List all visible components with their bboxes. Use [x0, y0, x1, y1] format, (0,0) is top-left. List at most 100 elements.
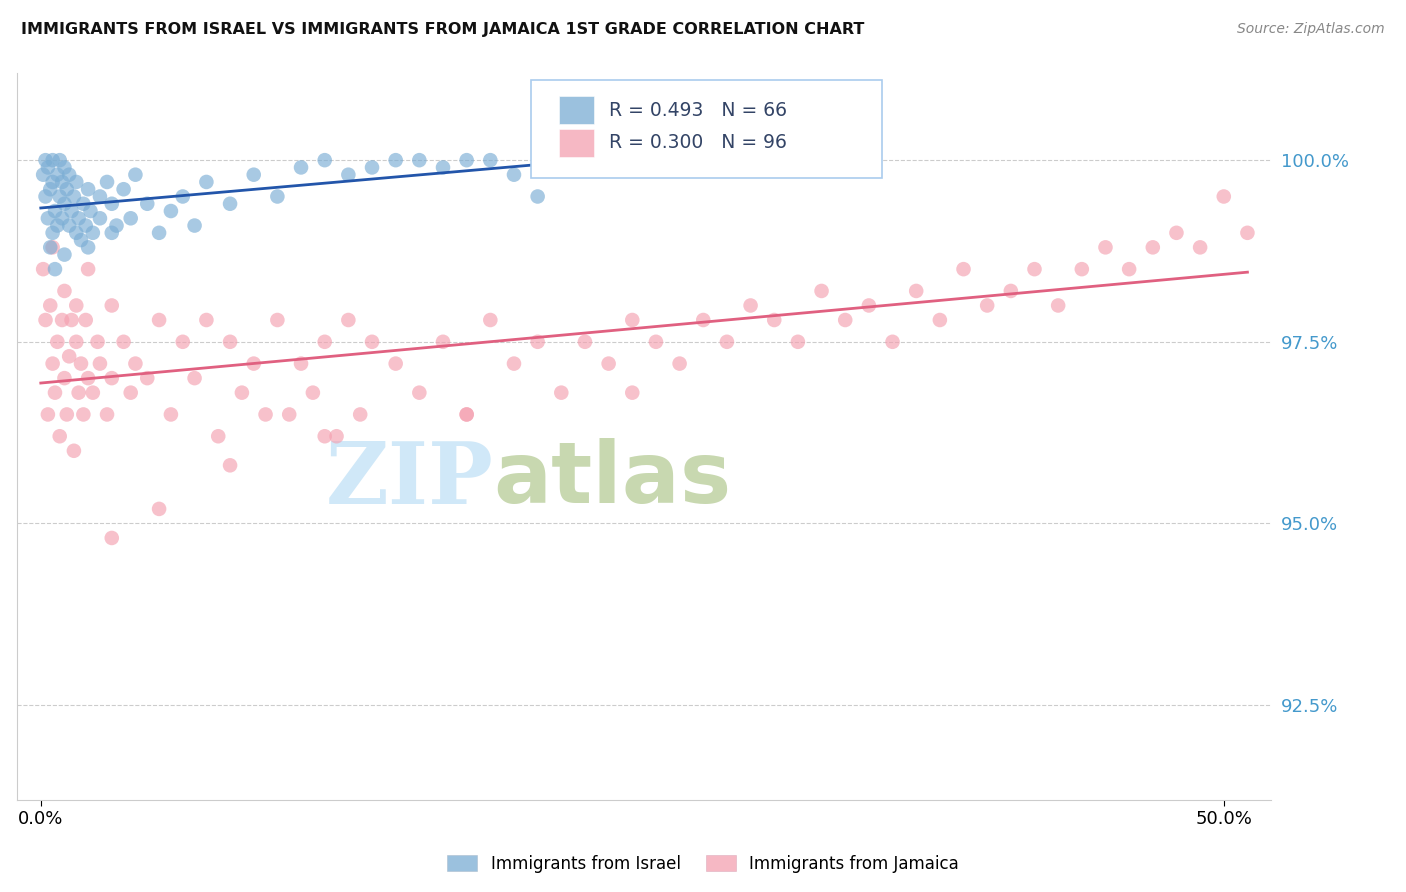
Point	[621, 385, 644, 400]
Point	[51, 313, 73, 327]
Point	[53, 196, 76, 211]
Legend: Immigrants from Israel, Immigrants from Jamaica: Immigrants from Israel, Immigrants from …	[440, 848, 966, 880]
Point	[89, 189, 111, 203]
Point	[408, 153, 430, 168]
Point	[432, 161, 454, 175]
Point	[112, 182, 135, 196]
Point	[112, 334, 135, 349]
Point	[100, 298, 122, 312]
Point	[195, 175, 218, 189]
Point	[314, 334, 336, 349]
Point	[51, 175, 73, 189]
Point	[136, 196, 159, 211]
Point	[1236, 226, 1258, 240]
Point	[195, 313, 218, 327]
Point	[1000, 284, 1022, 298]
Point	[598, 357, 620, 371]
Text: R = 0.493   N = 66: R = 0.493 N = 66	[609, 101, 787, 120]
Point	[77, 182, 100, 196]
Point	[621, 313, 644, 327]
Text: R = 0.300   N = 96: R = 0.300 N = 96	[609, 133, 787, 153]
Point	[325, 429, 347, 443]
Point	[314, 153, 336, 168]
Point	[44, 262, 66, 277]
Point	[905, 284, 928, 298]
Point	[456, 153, 478, 168]
Point	[550, 161, 572, 175]
Point	[1142, 240, 1164, 254]
Point	[63, 189, 86, 203]
Point	[63, 443, 86, 458]
Point	[89, 357, 111, 371]
Text: Source: ZipAtlas.com: Source: ZipAtlas.com	[1237, 22, 1385, 37]
Point	[1166, 226, 1188, 240]
Point	[32, 168, 55, 182]
Point	[48, 153, 70, 168]
Point	[1189, 240, 1212, 254]
Point	[67, 385, 90, 400]
Point	[39, 182, 62, 196]
Point	[105, 219, 128, 233]
Point	[96, 175, 118, 189]
Point	[266, 313, 288, 327]
Point	[48, 189, 70, 203]
Point	[479, 153, 502, 168]
Point	[37, 408, 59, 422]
FancyBboxPatch shape	[558, 96, 593, 124]
Point	[810, 284, 832, 298]
Point	[41, 240, 63, 254]
Point	[456, 408, 478, 422]
Point	[242, 357, 264, 371]
Point	[361, 334, 384, 349]
Point	[290, 161, 312, 175]
Point	[645, 334, 668, 349]
Point	[65, 175, 87, 189]
Point	[34, 313, 56, 327]
Point	[46, 168, 69, 182]
FancyBboxPatch shape	[558, 129, 593, 156]
Point	[77, 371, 100, 385]
Point	[37, 161, 59, 175]
Point	[100, 196, 122, 211]
Point	[1094, 240, 1116, 254]
Point	[44, 204, 66, 219]
Point	[550, 385, 572, 400]
Point	[278, 408, 301, 422]
Point	[53, 161, 76, 175]
Point	[72, 408, 94, 422]
Point	[96, 408, 118, 422]
Point	[928, 313, 950, 327]
Point	[75, 313, 97, 327]
Point	[1212, 189, 1234, 203]
Point	[1070, 262, 1092, 277]
Point	[56, 182, 79, 196]
Point	[302, 385, 325, 400]
Point	[100, 371, 122, 385]
Point	[172, 334, 194, 349]
Text: IMMIGRANTS FROM ISRAEL VS IMMIGRANTS FROM JAMAICA 1ST GRADE CORRELATION CHART: IMMIGRANTS FROM ISRAEL VS IMMIGRANTS FRO…	[21, 22, 865, 37]
Point	[160, 204, 183, 219]
Point	[574, 334, 596, 349]
Point	[82, 226, 104, 240]
Point	[53, 371, 76, 385]
Point	[1118, 262, 1140, 277]
Point	[503, 168, 526, 182]
Point	[337, 168, 360, 182]
Point	[384, 357, 406, 371]
Point	[67, 211, 90, 226]
Point	[952, 262, 974, 277]
Point	[763, 313, 786, 327]
Point	[70, 233, 93, 247]
Point	[503, 357, 526, 371]
Point	[82, 385, 104, 400]
Point	[219, 458, 242, 473]
Point	[53, 284, 76, 298]
Text: ZIP: ZIP	[326, 438, 494, 522]
Point	[834, 313, 856, 327]
Point	[41, 175, 63, 189]
Point	[34, 189, 56, 203]
Point	[124, 168, 146, 182]
Point	[89, 211, 111, 226]
Point	[53, 247, 76, 261]
Point	[124, 357, 146, 371]
